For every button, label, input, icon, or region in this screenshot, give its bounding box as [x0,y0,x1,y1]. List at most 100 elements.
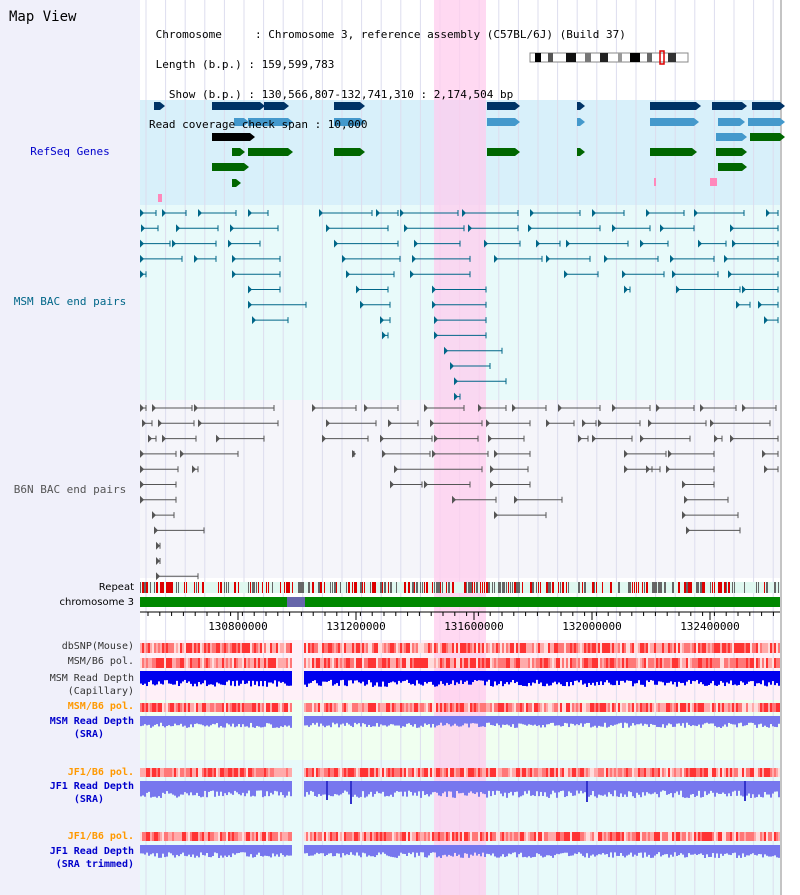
msm-b6-pol-sra-cell [358,703,360,712]
jf1-b6-pol-2-cell [408,832,410,841]
msm-b6-pol-cell [600,658,602,668]
msm-depth-sra-bar [680,716,682,726]
jf1-b6-pol-cell [776,768,778,777]
msm-depth-sra-bar [418,716,420,728]
msm-b6-pol-sra-cell [252,703,254,712]
jf1-depth-trim-bar [580,845,582,854]
jf1-b6-pol-2-cell [492,832,494,841]
b6n-bac-end [682,480,686,489]
jf1-b6-pol-cell [756,768,758,777]
msm-b6-pol-cell [626,658,628,668]
repeat-element [286,582,288,593]
msm-depth-sra-bar [762,716,764,727]
repeat-element [696,582,698,593]
msm-b6-pol-cell [566,658,568,668]
msm-depth-sra-bar [484,716,486,727]
msm-depth-sra-bar [540,716,542,728]
repeat-element [654,582,656,593]
dbsnp-cell [284,643,286,653]
track-label-msm-bac[interactable]: MSM BAC end pairs [13,295,127,308]
jf1-depth-sra-bar [190,781,192,793]
msm-depth-sra-bar [754,716,756,725]
dbsnp-cell [504,643,506,653]
jf1-b6-pol-2-cell [468,832,470,841]
msm-b6-pol-sra-cell [392,703,394,712]
msm-bac-end [444,346,448,355]
jf1-depth-trim-bar [354,845,356,856]
msm-depth-cap-bar [370,671,372,683]
jf1-depth-sra-bar [572,781,574,796]
msm-b6-pol-cell [452,658,454,668]
jf1-b6-pol-2-cell [528,832,530,841]
msm-depth-sra-bar [210,716,212,726]
msm-depth-sra-bar [406,716,408,724]
jf1-depth-sra-bar [720,781,722,794]
msm-depth-cap-bar [528,671,530,684]
jf1-depth-trim-bar [626,845,628,856]
msm-b6-pol-sra-cell [592,703,594,712]
msm-bac-end [410,270,414,279]
jf1-b6-pol-cell [486,768,488,777]
jf1-b6-pol-cell [286,768,288,777]
jf1-depth-sra-bar [414,781,416,793]
jf1-depth-spike [744,781,746,801]
refseq-gene-block [232,179,236,187]
jf1-b6-pol-2-cell [192,832,194,841]
msm-b6-pol-sra-cell [626,703,628,712]
jf1-b6-pol-cell [284,768,286,777]
msm-depth-sra-bar [266,716,268,724]
msm-b6-pol-sra-cell [754,703,756,712]
dbsnp-cell [498,643,500,653]
dbsnp-cell [208,643,210,653]
dbsnp-cell [446,643,448,653]
msm-b6-pol-cell [698,658,700,668]
msm-b6-pol-cell [498,658,500,668]
msm-b6-pol-cell [412,658,414,668]
dbsnp-cell [368,643,370,653]
msm-b6-pol-cell [324,658,326,668]
msm-b6-pol-cell [176,658,178,668]
msm-depth-cap-bar [770,671,772,685]
msm-depth-cap-bar [546,671,548,684]
msm-b6-pol-cell [618,658,620,668]
dbsnp-cell [386,643,388,653]
dbsnp-cell [236,643,238,653]
jf1-depth-sra-bar [740,781,742,796]
msm-depth-cap-bar [542,671,544,687]
jf1-b6-pol-2-cell [448,832,450,841]
jf1-depth-sra-bar [756,781,758,798]
msm-b6-pol-sra-cell [432,703,434,712]
msm-depth-cap-bar [340,671,342,681]
jf1-b6-pol-cell [252,768,254,777]
dbsnp-cell [440,643,442,653]
msm-b6-pol-sra-cell [768,703,770,712]
jf1-b6-pol-cell [642,768,644,777]
jf1-b6-pol-cell [730,768,732,777]
msm-depth-cap-bar [142,671,144,685]
msm-b6-pol-cell [256,658,258,668]
msm-depth-sra-bar [434,716,436,728]
msm-depth-sra-bar [234,716,236,728]
msm-depth-cap-bar [654,671,656,685]
msm-b6-pol-sra-cell [594,703,596,712]
msm-depth-cap-bar [398,671,400,681]
repeat-element [250,582,251,593]
jf1-b6-pol-2-cell [622,832,624,841]
track-label-b6n-bac[interactable]: B6N BAC end pairs [13,483,127,496]
msm-b6-pol-cell [378,658,380,668]
jf1-b6-pol-2-cell [196,832,198,841]
msm-b6-pol-sra-cell [224,703,226,712]
jf1-depth-trim-bar [630,845,632,853]
jf1-depth-sra-bar [332,781,334,797]
msm-depth-sra-bar [356,716,358,725]
track-label-refseq[interactable]: RefSeq Genes [30,145,110,158]
msm-b6-pol-sra-cell [630,703,632,712]
jf1-b6-pol-2-cell [164,832,166,841]
dbsnp-cell [530,643,532,653]
jf1-b6-pol-cell [674,768,676,777]
dbsnp-cell [484,643,486,653]
b6n-bac-end [322,434,326,443]
msm-depth-sra-bar [376,716,378,724]
jf1-depth-trim-bar [664,845,666,855]
